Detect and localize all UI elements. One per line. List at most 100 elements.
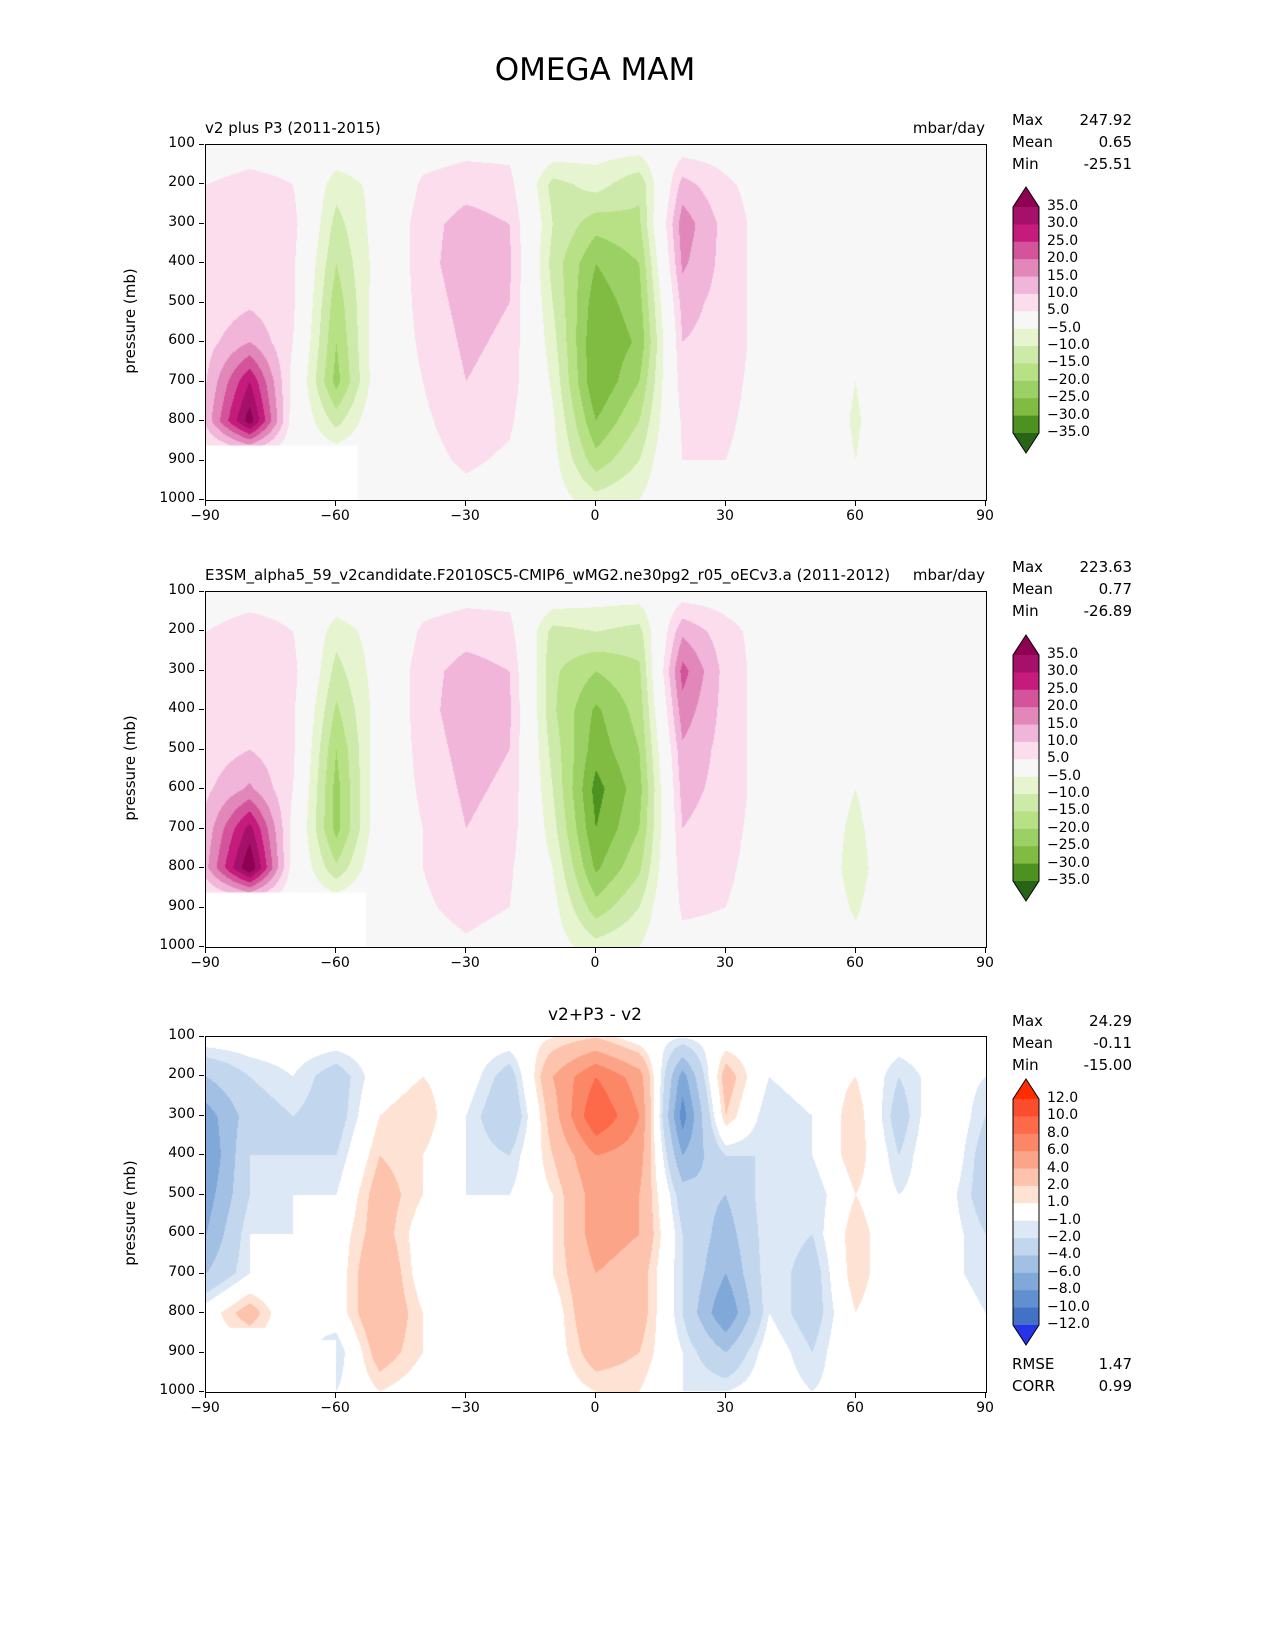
panel1-colorbar-tick-label: 35.0 — [1047, 198, 1079, 214]
panel3-y-tick — [199, 1351, 204, 1353]
panel3-colorbar-tick-label: 1.0 — [1047, 1194, 1070, 1211]
panel1-contour-canvas — [206, 145, 986, 500]
panel3-x-tick — [205, 1393, 206, 1398]
panel2-x-tick — [335, 948, 336, 953]
panel1-y-tick-label: 800 — [168, 411, 195, 428]
stat-label: Mean — [1012, 133, 1053, 151]
panel2-y-tick — [199, 630, 204, 632]
panel2-colorbar-tick-label: −10.0 — [1047, 785, 1090, 802]
panel1-colorbar-tick-label: 20.0 — [1047, 250, 1079, 267]
stat-value: 1.47 — [1098, 1355, 1132, 1373]
panel2-colorbar — [1012, 634, 1040, 906]
panel3-y-axis-label: pressure (mb) — [121, 1160, 139, 1266]
panel2-x-tick — [595, 948, 596, 953]
panel2-x-tick — [725, 948, 726, 953]
panel1-y-tick — [199, 144, 204, 145]
panel2-x-tick-label: 30 — [716, 955, 734, 971]
panel1-x-tick — [985, 501, 986, 506]
panel3-colorbar-tick-label: 10.0 — [1047, 1107, 1079, 1124]
stat-value: -26.89 — [1083, 602, 1132, 620]
panel3-y-tick-label: 500 — [168, 1184, 195, 1201]
panel1-y-tick-label: 300 — [168, 213, 195, 230]
stat-label: RMSE — [1012, 1355, 1055, 1373]
panel2-colorbar-tick-label: 20.0 — [1047, 698, 1079, 715]
panel1-y-tick — [199, 341, 204, 343]
stat-label: Min — [1012, 155, 1039, 173]
panel1-x-tick — [205, 501, 206, 506]
panel2-colorbar-tick-label: 25.0 — [1047, 680, 1079, 697]
panel1-y-tick-label: 900 — [168, 450, 195, 467]
panel1-x-tick-label: −30 — [450, 508, 480, 524]
panel3-y-tick — [199, 1036, 204, 1037]
panel2-x-tick — [465, 948, 466, 953]
panel2-y-tick-label: 500 — [168, 739, 195, 756]
panel1-stat-mean: Mean 0.65 — [1012, 133, 1132, 151]
panel2-y-tick — [199, 748, 204, 750]
panel2-y-tick — [199, 591, 204, 592]
panel2-units-label: mbar/day — [912, 566, 985, 584]
panel2-y-tick-label: 700 — [168, 818, 195, 835]
panel2-y-tick-label: 600 — [168, 779, 195, 796]
panel1-x-tick — [855, 501, 856, 506]
panel3-y-tick-label: 100 — [168, 1027, 195, 1043]
panel3-y-tick — [199, 1154, 204, 1156]
panel2-y-tick — [199, 827, 204, 829]
panel2-y-tick — [199, 669, 204, 671]
panel1-y-tick-label: 700 — [168, 371, 195, 388]
panel3-stat-corr: CORR 0.99 — [1012, 1377, 1132, 1395]
panel2-y-tick-label: 900 — [168, 897, 195, 914]
panel2-x-tick-label: −90 — [190, 955, 220, 971]
panel2-y-tick-label: 800 — [168, 858, 195, 875]
panel1-y-axis-label: pressure (mb) — [121, 268, 139, 374]
panel3-y-tick-label: 400 — [168, 1145, 195, 1162]
panel3-y-tick — [199, 1312, 204, 1314]
stat-label: Mean — [1012, 1034, 1053, 1052]
stat-value: 247.92 — [1079, 111, 1133, 129]
panel1-colorbar-tick-label: −25.0 — [1047, 389, 1090, 406]
panel2-title: E3SM_alpha5_59_v2candidate.F2010SC5-CMIP… — [205, 566, 891, 584]
panel2-y-tick-label: 100 — [168, 582, 195, 598]
panel1-colorbar-tick-label: 30.0 — [1047, 215, 1079, 232]
panel3-colorbar-tick-label: 8.0 — [1047, 1124, 1070, 1141]
panel1-colorbar-tick-label: 25.0 — [1047, 232, 1079, 249]
panel2-x-tick-label: −30 — [450, 955, 480, 971]
panel3-y-tick-label: 700 — [168, 1263, 195, 1280]
panel1-colorbar-tick-label: 5.0 — [1047, 302, 1070, 319]
panel3-y-tick-label: 200 — [168, 1066, 195, 1083]
panel2-colorbar-tick-label: 15.0 — [1047, 715, 1079, 732]
panel3-x-tick — [725, 1393, 726, 1398]
panel1-y-tick-label: 200 — [168, 174, 195, 191]
panel3-y-tick — [199, 1272, 204, 1274]
stat-label: Mean — [1012, 580, 1053, 598]
panel3-colorbar-tick-label: −4.0 — [1047, 1246, 1081, 1263]
stat-value: 0.65 — [1098, 133, 1132, 151]
stat-value: -0.11 — [1093, 1034, 1132, 1052]
stat-value: 24.29 — [1089, 1012, 1132, 1030]
panel1-units-label: mbar/day — [912, 119, 985, 137]
panel3-y-tick-label: 300 — [168, 1105, 195, 1122]
panel1-x-tick-label: −90 — [190, 508, 220, 524]
panel3-colorbar-tick-label: 12.0 — [1047, 1090, 1079, 1106]
panel1-y-tick-label: 400 — [168, 253, 195, 270]
panel3-x-tick-label: 60 — [846, 1400, 864, 1416]
panel2-colorbar-tick-label: −35.0 — [1047, 872, 1090, 888]
panel3-y-tick — [199, 1233, 204, 1235]
panel2-colorbar-tick-label: 10.0 — [1047, 732, 1079, 749]
panel3-y-tick — [199, 1114, 204, 1116]
panel3-colorbar-tick-label: −8.0 — [1047, 1281, 1081, 1298]
panel1-y-tick-label: 1000 — [159, 490, 195, 506]
panel3-colorbar-tick-label: 2.0 — [1047, 1176, 1070, 1193]
stat-label: Max — [1012, 558, 1044, 576]
stat-label: Min — [1012, 1056, 1039, 1074]
panel1-stat-min: Min -25.51 — [1012, 155, 1132, 173]
stat-label: Max — [1012, 111, 1044, 129]
stat-label: CORR — [1012, 1377, 1056, 1395]
panel1-y-tick — [199, 499, 204, 500]
panel3-x-tick — [595, 1393, 596, 1398]
panel2-colorbar-tick-label: −25.0 — [1047, 837, 1090, 854]
panel2-x-tick — [205, 948, 206, 953]
panel2-x-tick-label: 90 — [976, 955, 994, 971]
panel2-x-tick-label: 0 — [590, 955, 600, 971]
panel1-colorbar-tick-label: −20.0 — [1047, 371, 1090, 388]
